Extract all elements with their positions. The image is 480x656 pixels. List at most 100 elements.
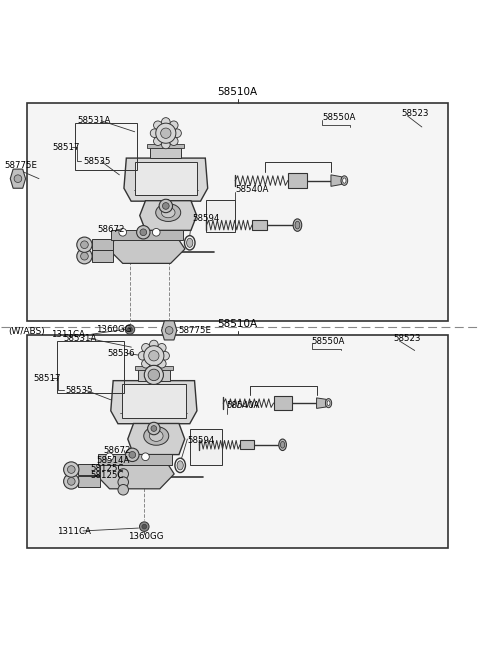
Text: 58535: 58535 — [66, 386, 93, 395]
Text: (W/ABS): (W/ABS) — [8, 327, 45, 337]
Circle shape — [149, 350, 159, 361]
Text: 58514A: 58514A — [96, 456, 130, 464]
Circle shape — [165, 327, 173, 334]
Circle shape — [77, 249, 92, 264]
Circle shape — [142, 524, 147, 529]
Text: 58672: 58672 — [97, 225, 125, 234]
Circle shape — [169, 137, 178, 146]
Circle shape — [148, 369, 159, 380]
Polygon shape — [317, 398, 326, 409]
Circle shape — [156, 123, 176, 143]
Polygon shape — [128, 424, 185, 455]
Text: 58594: 58594 — [192, 215, 219, 224]
Circle shape — [129, 451, 136, 458]
Circle shape — [144, 365, 163, 384]
Text: 58517: 58517 — [33, 374, 61, 382]
Ellipse shape — [343, 178, 346, 183]
Ellipse shape — [325, 399, 332, 407]
Circle shape — [173, 129, 181, 138]
Text: 58540A: 58540A — [235, 185, 269, 194]
Text: 58775E: 58775E — [179, 326, 212, 335]
Text: 1360GG: 1360GG — [96, 325, 132, 334]
Circle shape — [77, 237, 92, 253]
Bar — [138, 370, 170, 380]
Text: 1360GG: 1360GG — [128, 532, 163, 541]
Polygon shape — [161, 321, 177, 340]
Text: 58775E: 58775E — [4, 161, 37, 170]
Circle shape — [157, 344, 166, 352]
Polygon shape — [111, 380, 197, 424]
Circle shape — [161, 117, 170, 126]
Bar — [92, 239, 113, 251]
Circle shape — [157, 359, 166, 368]
Bar — [240, 440, 254, 449]
Bar — [190, 430, 222, 465]
Circle shape — [64, 474, 79, 489]
Text: 58536: 58536 — [107, 349, 134, 358]
Circle shape — [142, 359, 150, 368]
Circle shape — [128, 327, 132, 332]
Bar — [147, 144, 184, 148]
Bar — [27, 103, 448, 321]
Circle shape — [138, 352, 147, 360]
Circle shape — [169, 121, 178, 129]
Text: 58125C: 58125C — [91, 471, 124, 480]
Text: 58523: 58523 — [393, 334, 420, 343]
Circle shape — [150, 129, 159, 138]
Circle shape — [68, 478, 75, 485]
Ellipse shape — [341, 176, 348, 186]
Polygon shape — [108, 235, 185, 264]
Bar — [92, 251, 113, 262]
Bar — [111, 230, 182, 240]
Text: 58672: 58672 — [104, 446, 131, 455]
Circle shape — [140, 522, 149, 531]
Text: 58531A: 58531A — [63, 334, 96, 343]
Text: 58517: 58517 — [52, 142, 80, 152]
Bar — [150, 148, 181, 158]
Ellipse shape — [177, 461, 183, 470]
Circle shape — [142, 453, 149, 461]
Circle shape — [125, 325, 135, 334]
Circle shape — [148, 422, 160, 435]
Text: 1311CA: 1311CA — [51, 330, 85, 338]
Ellipse shape — [293, 219, 302, 232]
Circle shape — [161, 140, 170, 149]
Polygon shape — [140, 201, 197, 230]
Circle shape — [118, 477, 129, 487]
Circle shape — [137, 226, 150, 239]
Text: 58510A: 58510A — [217, 319, 258, 329]
Circle shape — [161, 128, 171, 138]
Text: 58550A: 58550A — [312, 337, 345, 346]
Bar — [75, 123, 137, 170]
Ellipse shape — [187, 238, 193, 247]
Ellipse shape — [144, 426, 169, 445]
Text: 1311CA: 1311CA — [57, 527, 91, 536]
Ellipse shape — [149, 430, 163, 441]
Circle shape — [126, 448, 139, 462]
Circle shape — [150, 363, 158, 371]
Bar — [97, 455, 172, 465]
Ellipse shape — [295, 221, 300, 229]
Circle shape — [154, 121, 162, 129]
Polygon shape — [124, 158, 208, 201]
Circle shape — [119, 228, 127, 236]
Text: 58523: 58523 — [402, 109, 429, 118]
Circle shape — [150, 340, 158, 349]
Ellipse shape — [156, 203, 180, 222]
Bar — [274, 396, 292, 410]
Bar — [27, 335, 448, 548]
Bar — [135, 366, 173, 370]
Circle shape — [142, 344, 150, 352]
Circle shape — [64, 462, 79, 477]
Bar — [135, 162, 197, 195]
Ellipse shape — [280, 441, 285, 448]
Circle shape — [68, 466, 75, 474]
Circle shape — [106, 453, 113, 461]
Circle shape — [159, 199, 172, 213]
Circle shape — [153, 228, 160, 236]
Text: 58540A: 58540A — [227, 401, 260, 410]
Circle shape — [81, 253, 88, 260]
Bar — [288, 173, 307, 188]
Polygon shape — [331, 175, 341, 186]
Circle shape — [118, 468, 129, 480]
